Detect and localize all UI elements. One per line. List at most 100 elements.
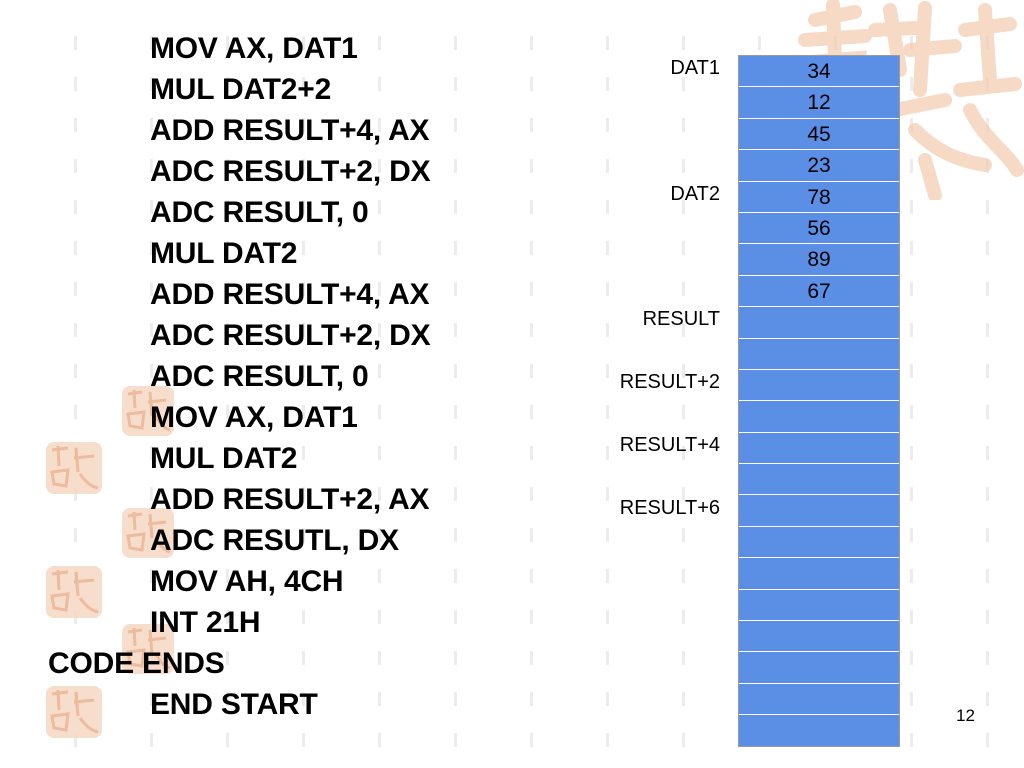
background-dash [378, 610, 381, 624]
background-dash [454, 323, 457, 337]
background-dash [454, 528, 457, 542]
decorative-seal-icon [46, 566, 102, 618]
background-dash [606, 364, 609, 378]
background-dash [454, 569, 457, 583]
decorative-seal-icon [46, 686, 102, 738]
background-dash [682, 159, 685, 173]
background-dash [682, 118, 685, 132]
background-dash [150, 610, 153, 624]
background-dash [682, 569, 685, 583]
background-dash [606, 200, 609, 214]
background-dash [74, 282, 77, 296]
background-dash [74, 487, 77, 501]
background-dash [150, 323, 153, 337]
background-dash [682, 733, 685, 747]
background-dash [454, 487, 457, 501]
memory-cell: 45 [739, 118, 899, 151]
background-dash [910, 446, 913, 460]
background-dash [302, 159, 305, 173]
background-dash [606, 487, 609, 501]
background-dash [150, 159, 153, 173]
background-dash [226, 200, 229, 214]
memory-cell [739, 338, 899, 370]
memory-cell [739, 432, 899, 465]
background-dash [606, 733, 609, 747]
background-dash [74, 36, 77, 50]
background-dash [910, 405, 913, 419]
background-dash [530, 36, 533, 50]
memory-cell [739, 369, 899, 402]
decorative-seal-icon [122, 386, 174, 436]
memory-label: RESULT+4 [619, 433, 720, 456]
background-dash [986, 241, 989, 255]
background-dash [606, 692, 609, 706]
background-dash [302, 364, 305, 378]
background-dash [150, 36, 153, 50]
background-dash [910, 651, 913, 665]
background-dash [682, 651, 685, 665]
background-dash [682, 692, 685, 706]
background-dash [454, 364, 457, 378]
code-line: CODE ENDS [48, 647, 225, 680]
background-dash [302, 323, 305, 337]
background-dash [910, 569, 913, 583]
decorative-seal-large-icon [798, 0, 1024, 200]
background-dash [910, 692, 913, 706]
memory-cell: 56 [739, 212, 899, 245]
background-dash [378, 36, 381, 50]
background-dash [606, 159, 609, 173]
code-line: MOV AX, DAT1 [150, 32, 358, 65]
code-line: ADC RESULT, 0 [150, 360, 369, 393]
background-dash [530, 159, 533, 173]
background-dash [910, 159, 913, 173]
background-dash [378, 405, 381, 419]
background-dash [302, 446, 305, 460]
memory-cell [739, 558, 899, 590]
background-dash [226, 77, 229, 91]
background-dash [378, 77, 381, 91]
background-dash [74, 651, 77, 665]
memory-label: RESULT [642, 308, 720, 331]
background-dash [986, 569, 989, 583]
background-dash [378, 159, 381, 173]
background-dash [378, 651, 381, 665]
memory-cell [739, 526, 899, 559]
background-dash [986, 692, 989, 706]
decorative-seal-icon [122, 624, 174, 674]
background-dash [606, 323, 609, 337]
code-line: ADC RESUTL, DX [150, 524, 399, 557]
background-dash [910, 528, 913, 542]
background-dash [682, 77, 685, 91]
background-dash [682, 364, 685, 378]
background-dash [302, 241, 305, 255]
background-dash [910, 487, 913, 501]
background-dash [454, 610, 457, 624]
background-dash [226, 651, 229, 665]
background-dash [226, 733, 229, 747]
memory-cell [739, 652, 899, 684]
background-dash [530, 405, 533, 419]
background-dash [74, 159, 77, 173]
background-dash [302, 77, 305, 91]
background-dash [530, 733, 533, 747]
memory-cell: 12 [739, 87, 899, 119]
background-dash [378, 528, 381, 542]
background-dash [606, 405, 609, 419]
code-line: ADC RESULT+2, DX [150, 319, 431, 352]
background-dash [226, 610, 229, 624]
background-dash [378, 446, 381, 460]
background-dash [454, 651, 457, 665]
background-dash [682, 36, 685, 50]
background-dash [606, 282, 609, 296]
background-dash [682, 323, 685, 337]
memory-label: RESULT+2 [619, 371, 720, 393]
background-dash [530, 569, 533, 583]
background-dash [910, 77, 913, 91]
memory-cell: 23 [739, 150, 899, 182]
background-dash [682, 446, 685, 460]
background-dash [986, 446, 989, 460]
background-dash [378, 733, 381, 747]
background-dash [302, 528, 305, 542]
background-dash [606, 36, 609, 50]
memory-cell [739, 307, 899, 339]
